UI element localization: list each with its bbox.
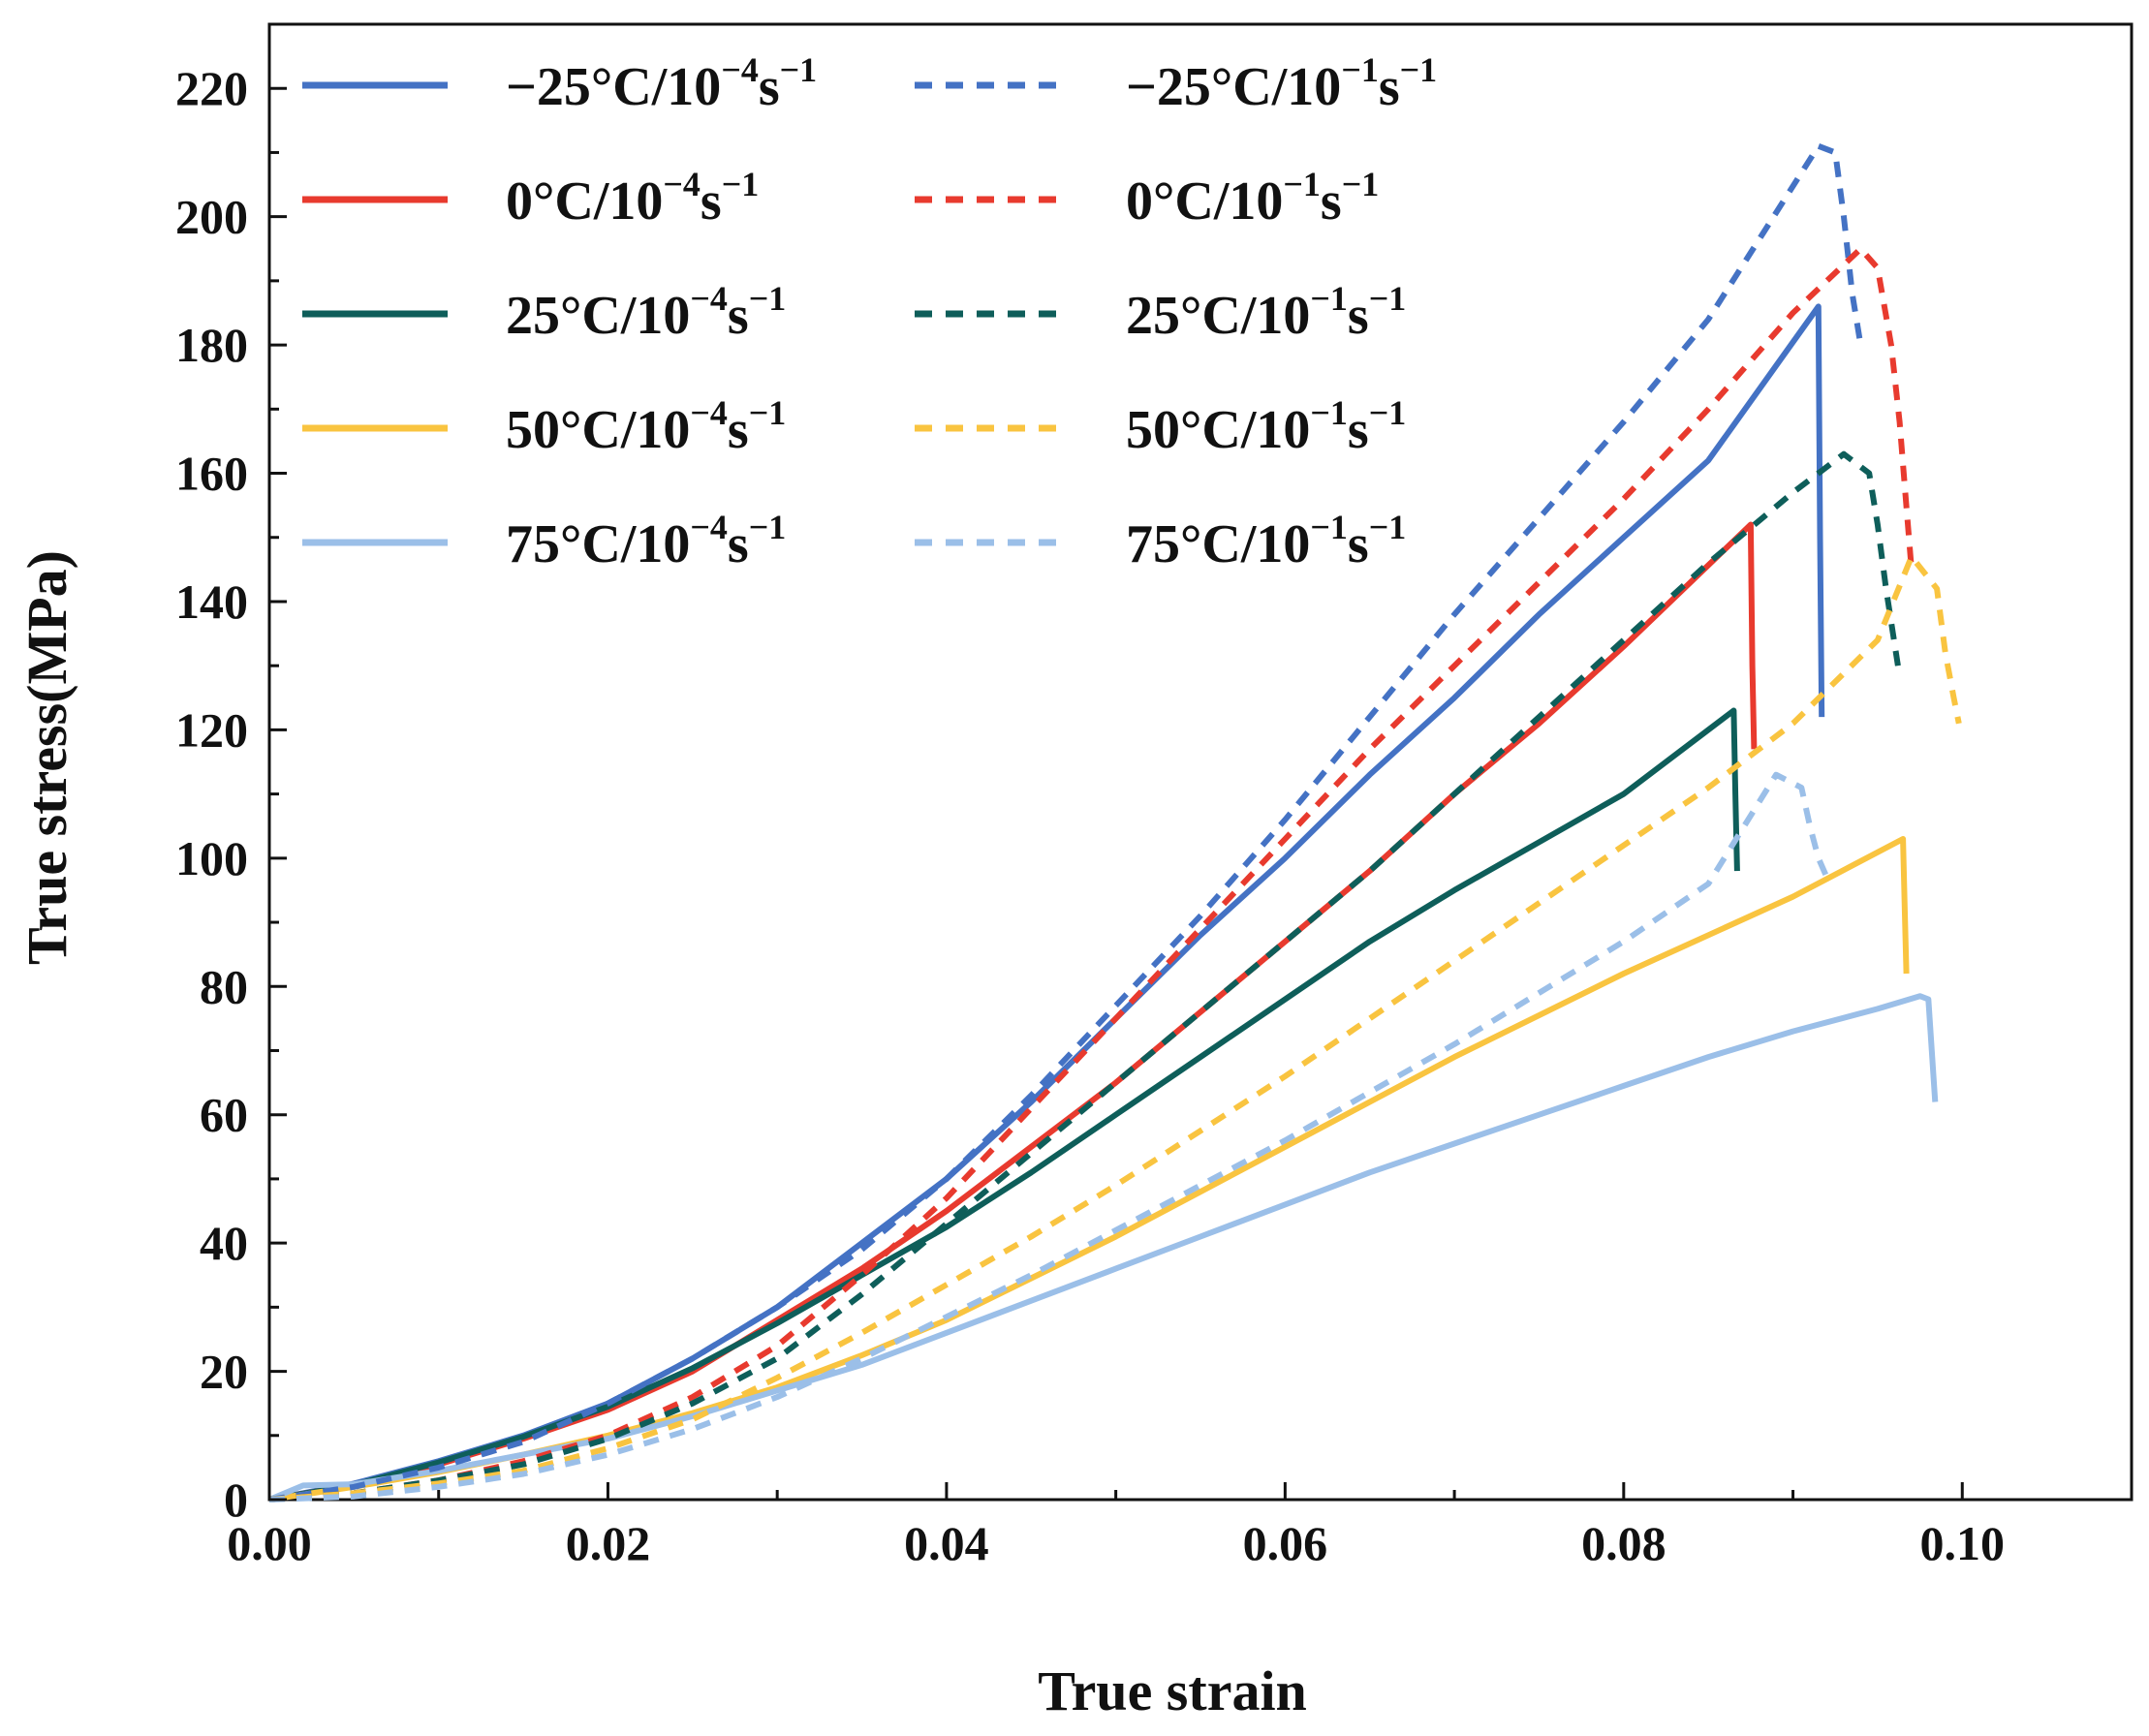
- y-tick-label: 140: [175, 574, 248, 629]
- plot-frame: [267, 22, 2133, 1502]
- legend-label: 25°C/10−4s−1: [506, 279, 786, 346]
- x-axis: 0.00 0.02 0.04 0.06 0.08 0.10: [227, 1482, 2005, 1570]
- x-tick-label: 0.00: [227, 1516, 312, 1570]
- y-tick-label: 60: [200, 1088, 248, 1142]
- legend-label: −25°C/10−1s−1: [1126, 50, 1437, 117]
- y-tick-label: 160: [175, 447, 248, 501]
- legend-label: 75°C/10−1s−1: [1126, 508, 1406, 574]
- legend-label: 0°C/10−4s−1: [506, 165, 759, 232]
- y-tick-label: 80: [200, 959, 248, 1013]
- y-tick-label: 100: [175, 831, 248, 885]
- y-tick-label: 220: [175, 61, 248, 115]
- x-tick-label: 0.06: [1243, 1516, 1328, 1570]
- x-tick-label: 0.04: [904, 1516, 989, 1570]
- series-line-6: [268, 142, 1864, 1503]
- legend-label: 50°C/10−1s−1: [1126, 393, 1406, 460]
- plot-border: [267, 22, 2133, 1502]
- legend-label: 25°C/10−1s−1: [1126, 279, 1406, 346]
- curves: [267, 142, 1962, 1503]
- y-tick-label: 120: [175, 702, 248, 757]
- series-line-1: [268, 303, 1825, 1503]
- x-axis-title: True strain: [1038, 1659, 1307, 1722]
- series-line-7: [268, 245, 1915, 1503]
- legend: −25°C/10−4s−1 0°C/10−4s−1 25°C/10−4s−1 50°C…: [302, 50, 1437, 574]
- legend-label: 75°C/10−4s−1: [506, 508, 786, 574]
- legend-label: −25°C/10−4s−1: [506, 50, 817, 117]
- series-line-4: [268, 836, 1910, 1503]
- x-tick-label: 0.08: [1581, 1516, 1666, 1570]
- y-axis: 0 20 40 60 80 100 120 140 160 180 200 220: [175, 61, 287, 1527]
- x-tick-label: 0.02: [566, 1516, 651, 1570]
- y-axis-title: True stress(MPa): [16, 550, 78, 965]
- legend-label: 0°C/10−1s−1: [1126, 165, 1379, 232]
- series-line-8: [268, 450, 1901, 1503]
- y-tick-label: 0: [224, 1472, 248, 1527]
- series-line-2: [268, 521, 1758, 1503]
- y-tick-label: 180: [175, 318, 248, 372]
- series-line-9: [268, 553, 1962, 1503]
- series-line-5: [267, 993, 1939, 1503]
- x-tick-label: 0.10: [1920, 1516, 2006, 1570]
- y-tick-label: 20: [200, 1345, 248, 1399]
- y-tick-label: 200: [175, 190, 248, 244]
- legend-label: 50°C/10−4s−1: [506, 393, 786, 460]
- y-tick-label: 40: [200, 1216, 248, 1270]
- series-line-3: [268, 707, 1740, 1503]
- series-line-10: [268, 771, 1830, 1503]
